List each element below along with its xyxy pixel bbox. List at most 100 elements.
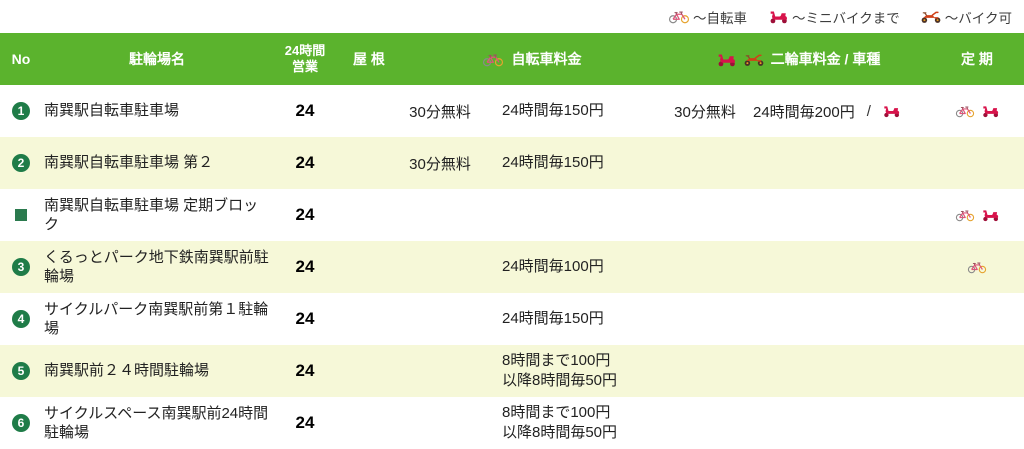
moto-free-cell: [665, 137, 745, 189]
teiki-cell: [930, 189, 1024, 241]
header-teiki: 定 期: [961, 51, 993, 67]
legend-label: ～ミニバイクまで: [792, 10, 900, 26]
motorcycle-icon: [743, 52, 765, 67]
bicycle-free-cell: [398, 293, 482, 345]
legend: ～自転車 ～ミニバイクまで ～バイク可: [668, 7, 1012, 27]
scooter-icon: [767, 9, 789, 24]
table-row: 南巽駅自転車駐車場 定期ブロック 24: [0, 189, 1024, 241]
moto-fee-cell: [745, 137, 930, 189]
table-row: 4 サイクルパーク南巽駅前第１駐輪場 24 24時間毎150円: [0, 293, 1024, 345]
roof-cell: [340, 293, 398, 345]
bicycle-icon: [955, 104, 975, 118]
bicycle-fee-cell: 8時間まで100円 以降8時間毎50円: [502, 351, 618, 389]
motorcycle-icon: [920, 9, 942, 24]
roof-cell: [340, 85, 398, 137]
bicycle-fee-cell: 24時間毎150円: [502, 101, 604, 119]
moto-free-cell: [665, 345, 745, 397]
hours-24-value: 24: [295, 309, 315, 328]
teiki-cell: [930, 241, 1024, 293]
moto-fee-cell: [745, 241, 930, 293]
roof-cell: [340, 137, 398, 189]
header-moto-fee: 二輪車料金 / 車種: [665, 33, 930, 85]
parking-name: 南巽駅前２４時間駐輪場: [44, 362, 210, 380]
bicycle-fee-cell: 24時間毎150円: [502, 153, 604, 171]
teiki-cell: [930, 293, 1024, 345]
bicycle-free-cell: [398, 189, 482, 241]
legend-item-scooter: ～ミニバイクまで: [767, 7, 900, 27]
bicycle-free-cell: 30分無料: [409, 103, 471, 121]
legend-label: ～バイク可: [944, 10, 1012, 26]
moto-fee-cell: 24時間毎200円 /: [745, 85, 930, 137]
parking-name: 南巽駅自転車駐車場 第２: [44, 154, 214, 172]
row-no-cell: 5: [0, 345, 42, 397]
roof-cell: [340, 397, 398, 449]
moto-free-cell: [665, 397, 745, 449]
table-header: No 駐輪場名 24時間 営業 屋 根 自転車料金 二輪車料金 / 車種 定 期: [0, 33, 1024, 85]
legend-bar: ～自転車 ～ミニバイクまで ～バイク可: [0, 0, 1024, 33]
parking-name: サイクルパーク南巽駅前第１駐輪場: [44, 300, 269, 338]
row-number-badge: 6: [12, 414, 30, 432]
row-no-cell: 4: [0, 293, 42, 345]
moto-free-cell: 30分無料: [674, 103, 736, 121]
bicycle-free-cell: 30分無料: [409, 155, 471, 173]
teiki-cell: [930, 137, 1024, 189]
roof-cell: [340, 189, 398, 241]
row-number-badge: 3: [12, 258, 30, 276]
legend-label: ～自転車: [693, 10, 748, 26]
bicycle-fee-cell: 24時間毎150円: [502, 309, 604, 327]
square-marker: [15, 209, 27, 221]
moto-fee-cell: [745, 189, 930, 241]
hours-24-value: 24: [295, 257, 315, 276]
row-number-badge: 2: [12, 154, 30, 172]
parking-name: 南巽駅自転車駐車場 定期ブロック: [44, 196, 259, 234]
row-number-badge: 5: [12, 362, 30, 380]
parking-name: 南巽駅自転車駐車場: [44, 102, 180, 120]
row-no-cell: 1: [0, 85, 42, 137]
table-row: 5 南巽駅前２４時間駐輪場 24 8時間まで100円 以降8時間毎50円: [0, 345, 1024, 397]
moto-fee-cell: [745, 293, 930, 345]
header-parking-name: 駐輪場名: [129, 50, 185, 67]
scooter-icon: [980, 208, 1000, 222]
moto-fee-cell: [745, 397, 930, 449]
bicycle-free-cell: [398, 397, 482, 449]
legend-item-bicycle: ～自転車: [668, 7, 747, 27]
bicycle-icon: [482, 52, 504, 67]
bicycle-icon: [967, 260, 987, 274]
parking-name: サイクルスペース南巽駅前24時間駐輪場: [44, 404, 269, 442]
header-no: No: [11, 51, 31, 67]
moto-fee-cell: [745, 345, 930, 397]
legend-item-motorcycle: ～バイク可: [920, 7, 1012, 27]
row-no-cell: 6: [0, 397, 42, 449]
row-no-cell: 2: [0, 137, 42, 189]
moto-free-cell: [665, 293, 745, 345]
bicycle-fee-cell: 8時間まで100円 以降8時間毎50円: [502, 403, 618, 441]
teiki-cell: [930, 397, 1024, 449]
hours-24-value: 24: [295, 153, 315, 172]
table-row: 3 くるっとパーク地下鉄南巽駅前駐輪場 24 24時間毎100円: [0, 241, 1024, 293]
vehicle-type-separator: /: [866, 102, 871, 120]
hours-24-value: 24: [295, 205, 315, 224]
hours-24-value: 24: [295, 413, 315, 432]
bicycle-free-cell: [398, 241, 482, 293]
scooter-icon: [980, 104, 1000, 118]
bicycle-fee-cell: [482, 189, 665, 241]
teiki-cell: [930, 345, 1024, 397]
row-number-badge: 4: [12, 310, 30, 328]
header-24h: 24時間 営業: [284, 43, 326, 74]
row-number-badge: 1: [12, 102, 30, 120]
hours-24-value: 24: [295, 101, 315, 120]
table-row: 6 サイクルスペース南巽駅前24時間駐輪場 24 8時間まで100円 以降8時間…: [0, 397, 1024, 449]
bicycle-icon: [955, 208, 975, 222]
bicycle-icon: [668, 9, 690, 24]
roof-cell: [340, 241, 398, 293]
hours-24-value: 24: [295, 361, 315, 380]
row-no-cell: [0, 189, 42, 241]
header-roof: 屋 根: [353, 51, 385, 67]
bicycle-free-cell: [398, 345, 482, 397]
parking-name: くるっとパーク地下鉄南巽駅前駐輪場: [44, 248, 269, 286]
scooter-icon: [715, 52, 737, 67]
table-row: 2 南巽駅自転車駐車場 第２ 24 30分無料 24時間毎150円: [0, 137, 1024, 189]
moto-free-cell: [665, 241, 745, 293]
table-row: 1 南巽駅自転車駐車場 24 30分無料 24時間毎150円 30分無料 24時…: [0, 85, 1024, 137]
scooter-icon: [881, 104, 901, 118]
